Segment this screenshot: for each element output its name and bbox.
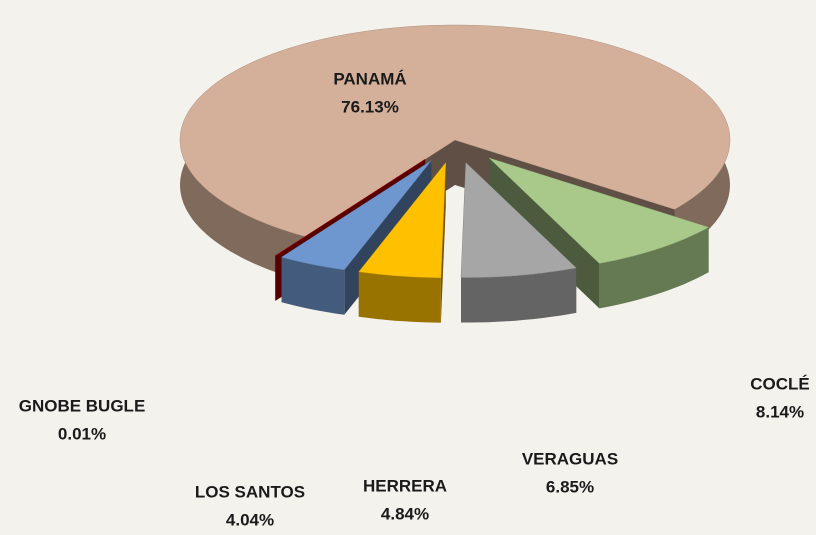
slice — [358, 161, 446, 278]
slice-label: VERAGUAS — [522, 449, 618, 468]
slice — [460, 162, 577, 278]
slice-label: PANAMÁ — [333, 69, 406, 88]
slice-label: COCLÉ — [750, 374, 810, 393]
value-label: 76.13% — [341, 97, 399, 116]
slice-side — [461, 267, 577, 323]
slice-label: HERRERA — [363, 476, 447, 495]
value-label: 6.85% — [546, 477, 594, 496]
slice-label: GNOBE BUGLE — [19, 396, 146, 415]
slice — [358, 161, 446, 323]
value-label: 4.04% — [226, 510, 274, 529]
value-label: 8.14% — [756, 402, 804, 421]
slice — [179, 24, 731, 237]
value-label: 4.84% — [381, 504, 429, 523]
slice — [280, 160, 432, 271]
value-label: 0.01% — [58, 424, 106, 443]
slice — [460, 162, 577, 323]
slice-side — [599, 227, 709, 309]
slice-label: LOS SANTOS — [195, 482, 305, 501]
slice — [274, 159, 426, 257]
slice-side — [281, 257, 345, 315]
slice — [488, 157, 710, 264]
slice-side — [358, 271, 441, 323]
